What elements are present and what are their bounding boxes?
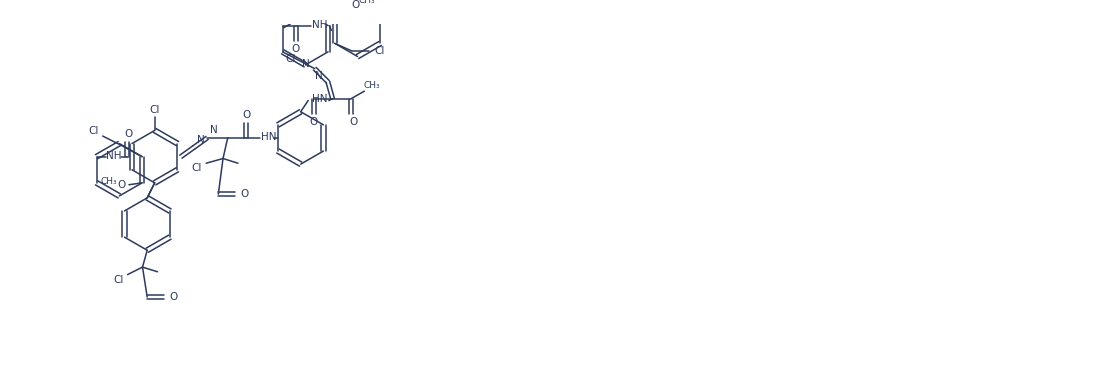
Text: O: O (124, 129, 133, 139)
Text: Cl: Cl (149, 105, 160, 115)
Text: CH₃: CH₃ (359, 0, 375, 5)
Text: HN: HN (312, 93, 327, 104)
Text: Cl: Cl (88, 127, 99, 137)
Text: N: N (302, 59, 309, 69)
Text: O: O (242, 109, 250, 119)
Text: N: N (315, 71, 323, 81)
Text: N: N (210, 125, 217, 135)
Text: Cl: Cl (192, 163, 202, 173)
Text: O: O (292, 44, 299, 54)
Text: NH: NH (105, 151, 122, 161)
Text: O: O (309, 117, 318, 127)
Text: Cl: Cl (285, 54, 295, 64)
Text: N: N (196, 135, 204, 145)
Text: O: O (169, 292, 178, 302)
Text: O: O (117, 180, 125, 190)
Text: CH₃: CH₃ (100, 177, 116, 187)
Text: Cl: Cl (113, 275, 123, 285)
Text: NH: NH (313, 20, 328, 30)
Text: Cl: Cl (374, 46, 385, 56)
Text: HN: HN (261, 132, 276, 142)
Text: O: O (240, 189, 249, 199)
Text: O: O (351, 0, 360, 10)
Text: CH₃: CH₃ (363, 81, 381, 90)
Text: O: O (349, 117, 358, 127)
